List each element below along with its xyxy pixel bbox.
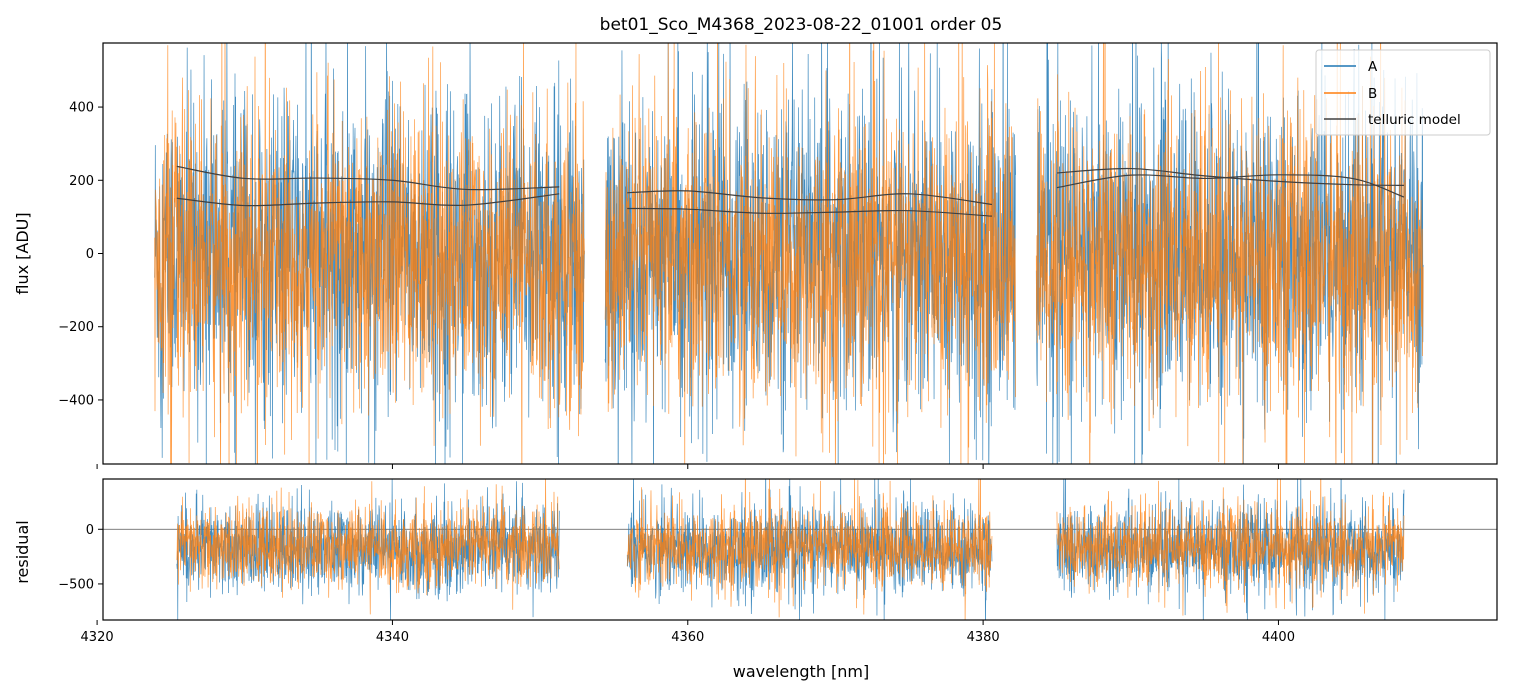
chart-title: bet01_Sco_M4368_2023-08-22_01001 order 0… — [600, 15, 1003, 35]
flux-y-tick-label: 400 — [69, 101, 94, 116]
flux-series-b-segment-2 — [604, 43, 1016, 464]
telluric-model-curve-1 — [176, 165, 560, 191]
residual-x-tick-label: 4360 — [671, 630, 704, 645]
telluric-model-curve-4 — [627, 207, 993, 217]
residual-series-b-segment-3 — [1056, 479, 1405, 616]
residual-series-b-segment-2 — [626, 479, 993, 620]
flux-y-tick-label: −200 — [58, 320, 94, 335]
flux-y-axis-label: flux [ADU] — [13, 212, 32, 294]
flux-x-ticks — [96, 464, 1279, 469]
legend-label-b: B — [1368, 86, 1377, 102]
telluric-model-curve-2 — [176, 193, 560, 207]
residual-x-tick-label: 4320 — [81, 630, 114, 645]
residual-x-ticks: 4320 4340 4360 4380 4400 — [81, 620, 1295, 645]
legend-label-a: A — [1368, 59, 1378, 75]
residual-x-tick-label: 4380 — [967, 630, 1000, 645]
residual-x-tick-label: 4340 — [376, 630, 409, 645]
residual-x-tick-label: 4400 — [1262, 630, 1295, 645]
telluric-model-curve-5 — [1056, 167, 1404, 187]
telluric-model-curve-6 — [1056, 174, 1405, 198]
residual-series-b-segment-1 — [176, 479, 560, 615]
legend-label-telluric: telluric model — [1368, 112, 1461, 128]
flux-series-b-segment-1 — [154, 43, 585, 464]
residual-y-ticks: −500 0 — [58, 523, 103, 592]
x-axis-label: wavelength [nm] — [733, 662, 870, 681]
residual-y-tick-label: −500 — [58, 577, 94, 592]
flux-plot-area — [154, 43, 1424, 464]
flux-y-ticks: −400 −200 0 200 400 — [58, 101, 103, 408]
residual-y-axis-label: residual — [13, 520, 32, 583]
flux-series-a-segment-1 — [154, 43, 585, 464]
legend-box — [1315, 49, 1491, 136]
residual-panel: −500 0 4320 4340 4360 4380 4400 residual wave… — [13, 478, 1498, 681]
flux-panel: −400 −200 0 200 400 flux [ADU] A B telluric … — [13, 42, 1498, 469]
legend: A B telluric model — [1315, 49, 1491, 136]
flux-y-tick-label: 0 — [86, 247, 94, 262]
residual-axes-frame — [102, 478, 1498, 621]
flux-y-tick-label: −400 — [58, 393, 94, 408]
residual-y-tick-label: 0 — [86, 523, 94, 538]
telluric-model-curve-3 — [627, 190, 993, 206]
flux-y-tick-label: 200 — [69, 174, 94, 189]
residual-plot-area — [103, 479, 1497, 620]
